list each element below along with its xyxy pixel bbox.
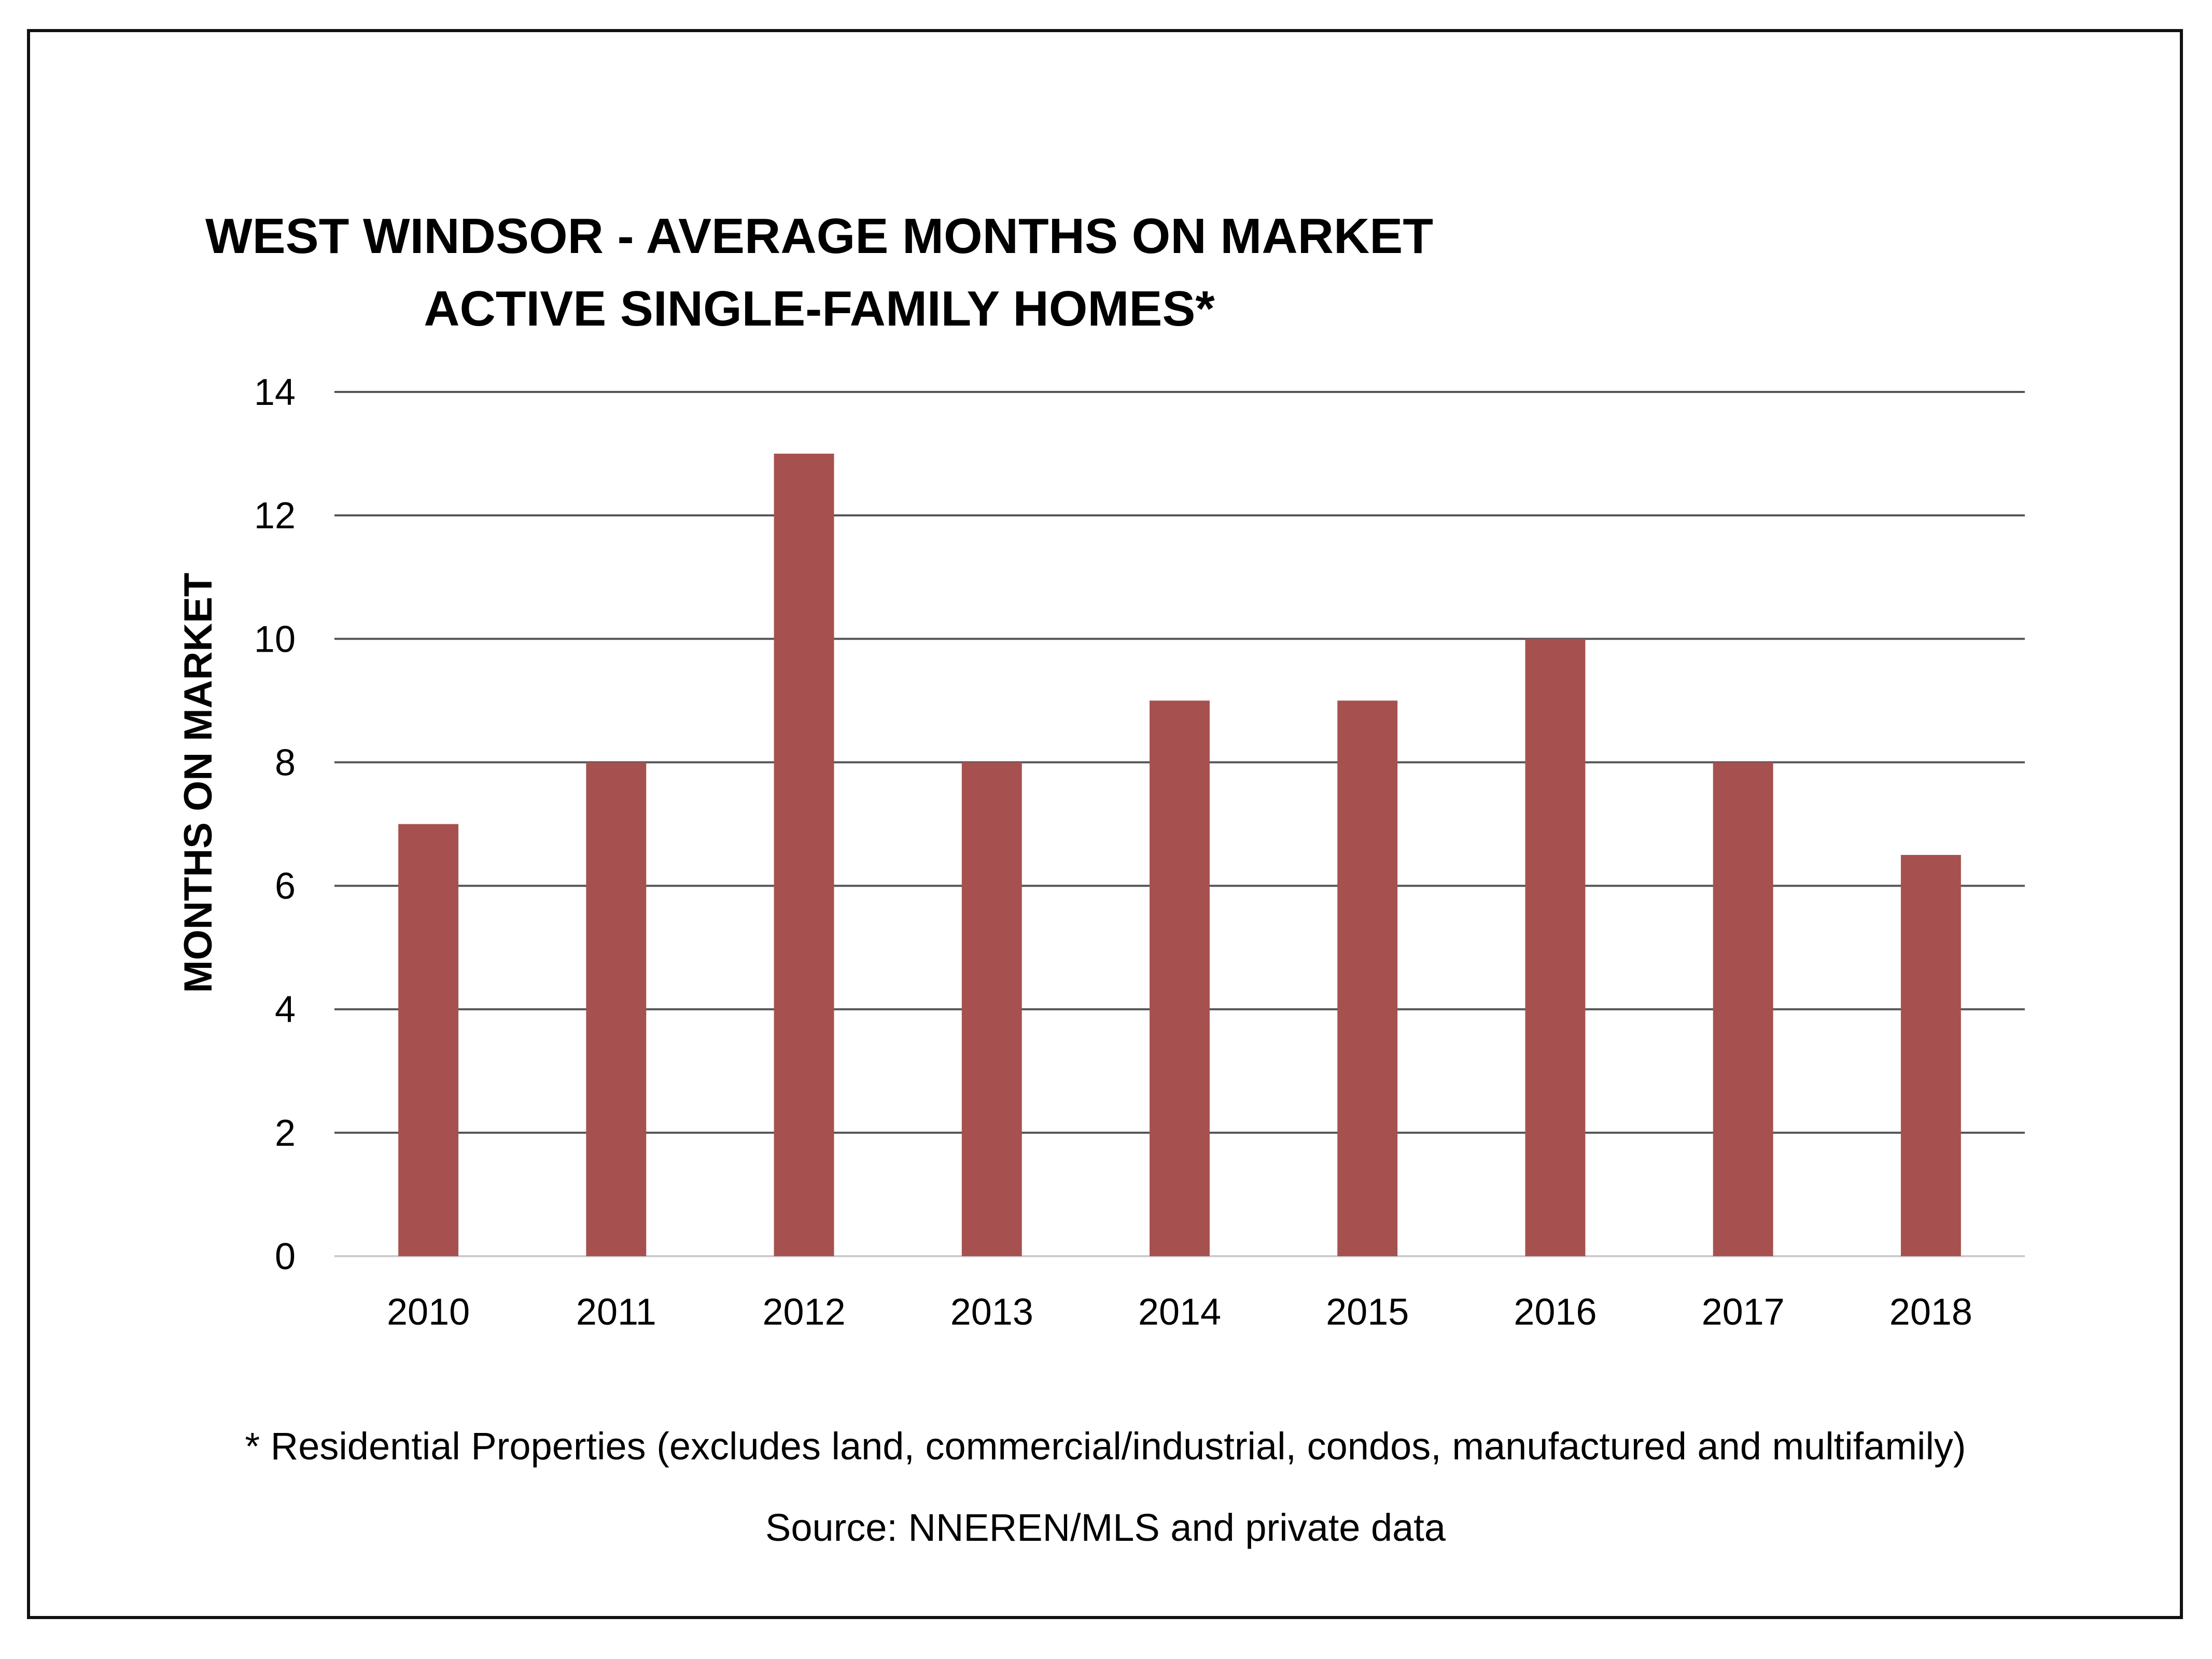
bar-2011: [586, 762, 647, 1256]
x-tick-label: 2015: [1326, 1291, 1409, 1333]
y-tick-label: 12: [254, 495, 296, 537]
x-tick-label: 2014: [1138, 1291, 1221, 1333]
x-tick-label: 2013: [950, 1291, 1033, 1333]
bars: [398, 454, 1961, 1256]
y-tick-label: 4: [275, 989, 296, 1031]
y-tick-label: 2: [275, 1113, 296, 1154]
x-tick-label: 2010: [387, 1291, 470, 1333]
bar-2013: [961, 762, 1022, 1256]
bar-2012: [774, 454, 834, 1256]
bar-2015: [1337, 700, 1398, 1256]
y-tick-label: 8: [275, 742, 296, 783]
y-tick-label: 14: [254, 372, 296, 413]
x-tick-label: 2018: [1889, 1291, 1972, 1333]
chart-subtitle: ACTIVE SINGLE-FAMILY HOMES*: [424, 281, 1215, 336]
x-tick-label: 2016: [1514, 1291, 1597, 1333]
y-tick-label: 0: [275, 1236, 296, 1277]
x-tick-label: 2011: [576, 1291, 656, 1333]
bar-2018: [1900, 855, 1961, 1256]
y-tick-label: 6: [275, 866, 296, 907]
bar-2010: [398, 824, 459, 1256]
footnote: * Residential Properties (excludes land,…: [245, 1425, 1966, 1468]
bar-2017: [1713, 762, 1773, 1256]
x-axis-ticks: 2010 2011 2012 2013 2014 2015 2016 2017 2018: [387, 1291, 1972, 1333]
bar-2016: [1525, 639, 1586, 1256]
x-tick-label: 2017: [1702, 1291, 1785, 1333]
y-tick-label: 10: [254, 618, 296, 660]
y-axis-title: MONTHS ON MARKET: [176, 573, 220, 993]
chart-title: WEST WINDSOR - AVERAGE MONTHS ON MARKET: [205, 208, 1433, 264]
chart-frame: [27, 29, 2183, 1619]
y-axis-ticks: 0 2 4 6 8 10 12 14: [254, 372, 296, 1277]
bar-2014: [1150, 700, 1210, 1256]
x-tick-label: 2012: [762, 1291, 845, 1333]
source-note: Source: NNEREN/MLS and private data: [765, 1506, 1446, 1549]
